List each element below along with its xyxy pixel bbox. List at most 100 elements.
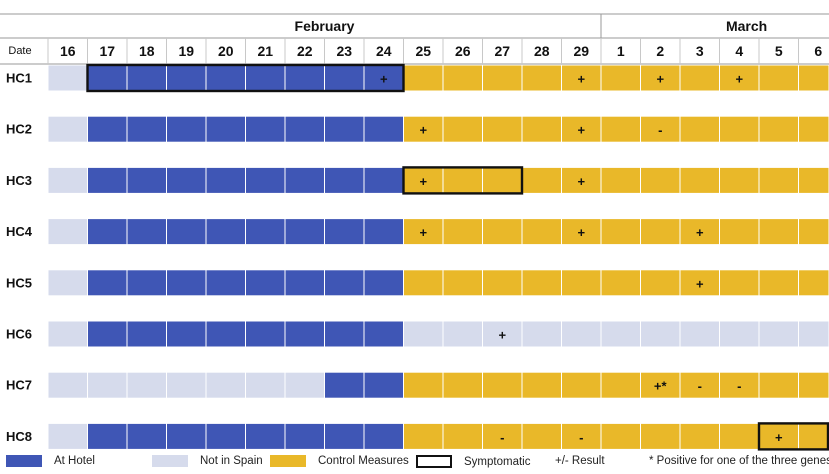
result-mark: +* (654, 379, 668, 394)
status-cell (47, 115, 88, 143)
status-cell (87, 115, 128, 143)
status-cell (126, 64, 167, 92)
status-cell (758, 64, 799, 92)
row-label: HC1 (6, 71, 32, 86)
result-mark: + (380, 72, 388, 87)
status-cell (798, 166, 829, 194)
status-cell (679, 115, 720, 143)
status-cell (126, 166, 167, 194)
status-cell (403, 371, 444, 399)
day-label: 2 (656, 43, 664, 59)
day-label: 1 (617, 43, 625, 59)
row-label: HC4 (6, 224, 33, 239)
status-cell (403, 64, 444, 92)
status-cell (442, 115, 483, 143)
status-cell (482, 320, 523, 348)
status-cell (87, 269, 128, 297)
status-cell (324, 115, 365, 143)
day-label: 29 (573, 43, 589, 59)
status-cell (719, 166, 760, 194)
day-label: 26 (455, 43, 471, 59)
status-cell (442, 422, 483, 450)
status-cell (245, 422, 286, 450)
status-cell (87, 320, 128, 348)
status-cell (798, 320, 829, 348)
result-mark: + (577, 123, 585, 138)
status-cell (87, 218, 128, 246)
status-cell (47, 166, 88, 194)
status-cell (561, 64, 602, 92)
day-label: 25 (415, 43, 431, 59)
status-cell (363, 166, 404, 194)
status-cell (600, 269, 641, 297)
status-cell (245, 269, 286, 297)
status-cell (363, 422, 404, 450)
day-label: 17 (99, 43, 115, 59)
row-label: HC8 (6, 429, 32, 444)
day-label: 27 (494, 43, 510, 59)
legend-label: At Hotel (54, 455, 95, 467)
status-cell (126, 269, 167, 297)
status-cell (600, 64, 641, 92)
status-cell (324, 218, 365, 246)
status-cell (284, 64, 325, 92)
status-cell (87, 422, 128, 450)
status-cell (679, 166, 720, 194)
result-mark: + (577, 72, 585, 87)
status-cell (640, 422, 681, 450)
status-cell (758, 218, 799, 246)
status-cell (324, 320, 365, 348)
result-mark: - (737, 379, 741, 394)
status-cell (521, 371, 562, 399)
month-label: March (726, 18, 767, 34)
status-cell (521, 64, 562, 92)
status-cell (561, 269, 602, 297)
status-cell (245, 371, 286, 399)
row-label: HC7 (6, 378, 32, 393)
status-cell (600, 422, 641, 450)
status-cell (719, 269, 760, 297)
status-cell (640, 320, 681, 348)
status-cell (640, 115, 681, 143)
legend-label: Symptomatic (464, 455, 531, 468)
status-cell (87, 64, 128, 92)
status-cell (205, 115, 246, 143)
status-cell (403, 218, 444, 246)
status-cell (324, 371, 365, 399)
day-label: 5 (775, 43, 783, 59)
legend-label: +/- Result (555, 455, 605, 467)
status-cell (442, 269, 483, 297)
status-cell (47, 218, 88, 246)
status-cell (166, 422, 207, 450)
status-cell (87, 166, 128, 194)
status-cell (482, 115, 523, 143)
status-cell (561, 422, 602, 450)
status-cell (403, 269, 444, 297)
status-cell (758, 269, 799, 297)
status-cell (166, 166, 207, 194)
row-label: HC5 (6, 275, 32, 290)
status-cell (521, 166, 562, 194)
status-cell (482, 422, 523, 450)
status-cell (442, 64, 483, 92)
row-label: HC6 (6, 327, 32, 342)
result-mark: + (735, 72, 743, 87)
status-cell (324, 422, 365, 450)
status-cell (363, 218, 404, 246)
status-cell (719, 320, 760, 348)
symptomatic-outline (757, 422, 829, 451)
day-label: 3 (696, 43, 704, 59)
result-mark: - (658, 123, 662, 138)
status-cell (363, 320, 404, 348)
legend-label: Not in Spain (200, 455, 263, 467)
legend-item: +/- Result (555, 455, 605, 467)
status-cell (521, 115, 562, 143)
status-cell (205, 64, 246, 92)
result-mark: - (698, 379, 702, 394)
month-label: February (295, 18, 355, 34)
status-cell (245, 320, 286, 348)
status-cell (521, 422, 562, 450)
row-label: HC2 (6, 122, 32, 137)
day-label: 16 (60, 43, 76, 59)
